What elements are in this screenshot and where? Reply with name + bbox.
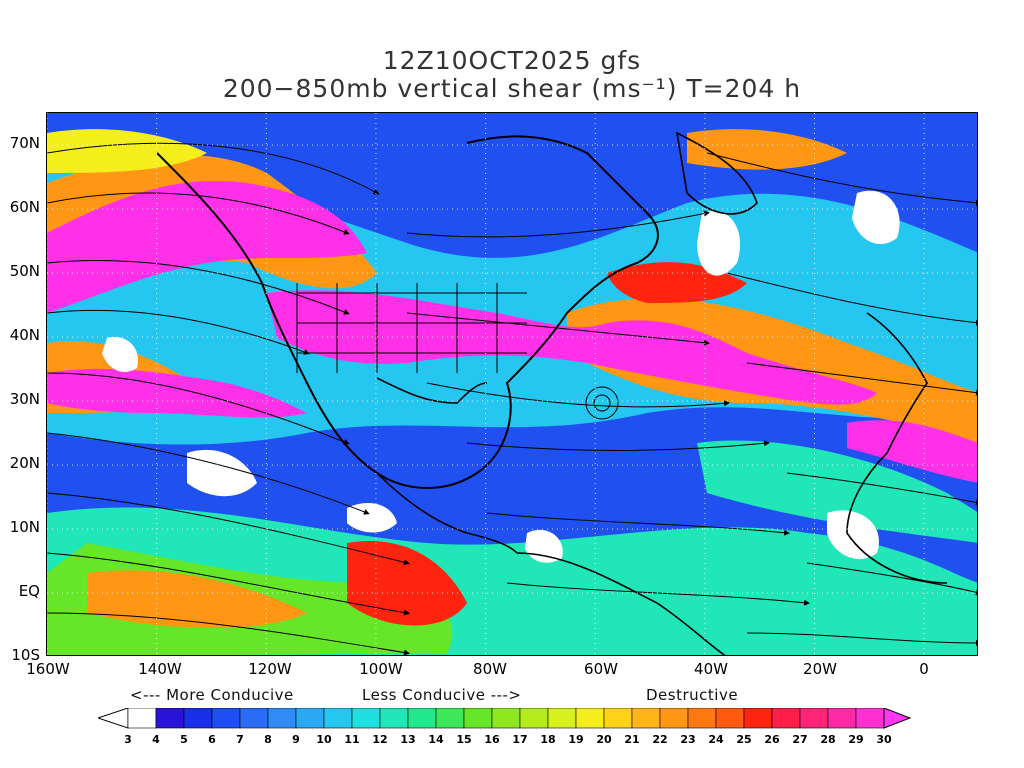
colorbar-box [771, 708, 801, 729]
colorbar-box [603, 708, 633, 729]
lat-label-10s: 10S [11, 646, 40, 664]
colorbar-box [491, 708, 521, 729]
title-line-1: 12Z10OCT2025 gfs [382, 46, 642, 75]
lon-label-80w: 80W [473, 660, 507, 678]
colorbar-box [519, 708, 549, 729]
colorbar-label: 9 [292, 733, 300, 746]
lon-label-160w: 160W [26, 660, 70, 678]
colorbar [98, 708, 912, 729]
colorbar-label: 20 [596, 733, 612, 746]
more-conducive-label: <--- More Conducive [130, 686, 294, 704]
lat-label-70n: 70N [9, 134, 40, 152]
lon-label-20w: 20W [803, 660, 837, 678]
lat-label-60n: 60N [9, 198, 40, 216]
colorbar-box [379, 708, 409, 729]
lat-label-40n: 40N [9, 326, 40, 344]
colorbar-box [155, 708, 185, 729]
colorbar-label: 8 [264, 733, 272, 746]
shear-map [46, 112, 978, 656]
colorbar-box [183, 708, 213, 729]
colorbar-label: 29 [848, 733, 864, 746]
colorbar-box [211, 708, 241, 729]
lat-label-30n: 30N [9, 390, 40, 408]
colorbar-label: 11 [344, 733, 360, 746]
colorbar-box [267, 708, 297, 729]
colorbar-left-arrow [98, 708, 129, 729]
colorbar-box [659, 708, 689, 729]
colorbar-box [127, 708, 157, 729]
lat-label-10n: 10N [9, 518, 40, 536]
colorbar-box [547, 708, 577, 729]
lon-label-100w: 100W [359, 660, 403, 678]
colorbar-label: 23 [680, 733, 696, 746]
lon-label-60w: 60W [584, 660, 618, 678]
colorbar-box [743, 708, 773, 729]
colorbar-label: 22 [652, 733, 668, 746]
lon-label-140w: 140W [138, 660, 182, 678]
colorbar-label: 25 [736, 733, 752, 746]
colorbar-label: 18 [540, 733, 556, 746]
colorbar-box [351, 708, 381, 729]
colorbar-box [827, 708, 857, 729]
colorbar-box [323, 708, 353, 729]
colorbar-label: 14 [428, 733, 444, 746]
colorbar-label: 28 [820, 733, 836, 746]
colorbar-right-arrow [883, 708, 912, 729]
lat-label-eq: EQ [18, 582, 40, 600]
colorbar-label: 13 [400, 733, 416, 746]
colorbar-label: 30 [876, 733, 892, 746]
colorbar-box [435, 708, 465, 729]
colorbar-label: 5 [180, 733, 188, 746]
colorbar-box [687, 708, 717, 729]
lat-label-50n: 50N [9, 262, 40, 280]
colorbar-box [407, 708, 437, 729]
colorbar-box [799, 708, 829, 729]
lat-label-20n: 20N [9, 454, 40, 472]
colorbar-label: 26 [764, 733, 780, 746]
colorbar-label: 19 [568, 733, 584, 746]
colorbar-box [631, 708, 661, 729]
colorbar-label: 10 [316, 733, 332, 746]
lon-label-0: 0 [919, 660, 929, 678]
colorbar-label: 24 [708, 733, 724, 746]
colorbar-label: 3 [124, 733, 132, 746]
colorbar-label: 16 [484, 733, 500, 746]
colorbar-label: 7 [236, 733, 244, 746]
colorbar-box [239, 708, 269, 729]
title-line-2: 200−850mb vertical shear (ms⁻¹) T=204 h [222, 74, 802, 103]
colorbar-label: 6 [208, 733, 216, 746]
colorbar-box [575, 708, 605, 729]
colorbar-box [855, 708, 885, 729]
colorbar-label: 4 [152, 733, 160, 746]
colorbar-box [295, 708, 325, 729]
colorbar-label: 12 [372, 733, 388, 746]
colorbar-label: 17 [512, 733, 528, 746]
destructive-label: Destructive [646, 686, 739, 704]
colorbar-label: 15 [456, 733, 472, 746]
colorbar-box [715, 708, 745, 729]
lon-label-40w: 40W [694, 660, 728, 678]
shear-map-svg [47, 113, 977, 655]
lon-label-120w: 120W [248, 660, 292, 678]
colorbar-label: 21 [624, 733, 640, 746]
colorbar-box [463, 708, 493, 729]
less-conducive-label: Less Conducive ---> [362, 686, 522, 704]
colorbar-label: 27 [792, 733, 808, 746]
